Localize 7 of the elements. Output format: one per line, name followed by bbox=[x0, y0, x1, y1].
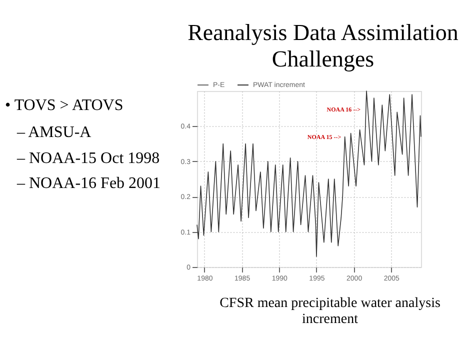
text: – NOAA-16 Feb 2001 bbox=[16, 175, 161, 192]
text: • TOVS > ATOVS bbox=[5, 97, 124, 114]
chart-title: Reanalysis Data Assimilation Challenges bbox=[188, 20, 459, 72]
text: – NOAA-15 Oct 1998 bbox=[16, 150, 160, 167]
text: CFSR mean precipitable water analysis increment bbox=[220, 296, 440, 328]
text: – AMSU-A bbox=[16, 124, 92, 141]
line-series bbox=[196, 90, 422, 257]
